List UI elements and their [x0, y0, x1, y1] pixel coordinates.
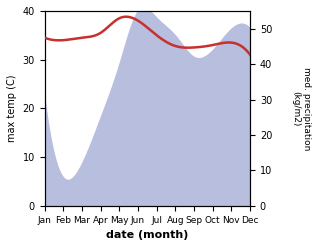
X-axis label: date (month): date (month)	[106, 230, 189, 240]
Y-axis label: max temp (C): max temp (C)	[7, 75, 17, 142]
Y-axis label: med. precipitation
(kg/m2): med. precipitation (kg/m2)	[292, 67, 311, 150]
